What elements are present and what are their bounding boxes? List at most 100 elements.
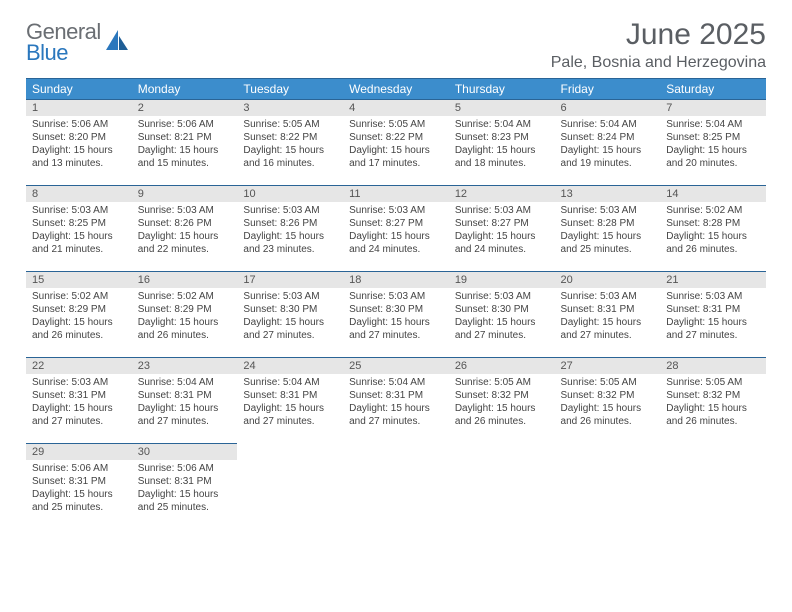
day-number: 22 <box>26 358 132 374</box>
day-cell <box>343 444 449 530</box>
day-number: 29 <box>26 444 132 460</box>
daylight-line: Daylight: 15 hours and 23 minutes. <box>243 230 337 256</box>
daylight-line: Daylight: 15 hours and 27 minutes. <box>666 316 760 342</box>
sunset-line: Sunset: 8:30 PM <box>455 303 549 316</box>
day-cell <box>449 444 555 530</box>
day-number: 21 <box>660 272 766 288</box>
daylight-line: Daylight: 15 hours and 27 minutes. <box>138 402 232 428</box>
day-cell: 14Sunrise: 5:02 AMSunset: 8:28 PMDayligh… <box>660 186 766 272</box>
day-cell: 5Sunrise: 5:04 AMSunset: 8:23 PMDaylight… <box>449 100 555 186</box>
calendar-table: SundayMondayTuesdayWednesdayThursdayFrid… <box>26 78 766 530</box>
sunrise-line: Sunrise: 5:03 AM <box>243 290 337 303</box>
daylight-line: Daylight: 15 hours and 25 minutes. <box>32 488 126 514</box>
sunset-line: Sunset: 8:26 PM <box>138 217 232 230</box>
daylight-line: Daylight: 15 hours and 18 minutes. <box>455 144 549 170</box>
daylight-line: Daylight: 15 hours and 26 minutes. <box>455 402 549 428</box>
brand-part2: Blue <box>26 40 68 65</box>
sunset-line: Sunset: 8:21 PM <box>138 131 232 144</box>
day-details: Sunrise: 5:04 AMSunset: 8:31 PMDaylight:… <box>343 374 449 432</box>
day-cell: 11Sunrise: 5:03 AMSunset: 8:27 PMDayligh… <box>343 186 449 272</box>
daylight-line: Daylight: 15 hours and 27 minutes. <box>561 316 655 342</box>
sunrise-line: Sunrise: 5:03 AM <box>349 290 443 303</box>
sunset-line: Sunset: 8:31 PM <box>561 303 655 316</box>
day-details: Sunrise: 5:02 AMSunset: 8:28 PMDaylight:… <box>660 202 766 260</box>
sunset-line: Sunset: 8:28 PM <box>666 217 760 230</box>
day-header: Sunday <box>26 79 132 100</box>
day-number: 14 <box>660 186 766 202</box>
sunset-line: Sunset: 8:32 PM <box>561 389 655 402</box>
sunrise-line: Sunrise: 5:06 AM <box>138 118 232 131</box>
daylight-line: Daylight: 15 hours and 27 minutes. <box>349 316 443 342</box>
day-number: 1 <box>26 100 132 116</box>
sunset-line: Sunset: 8:32 PM <box>666 389 760 402</box>
daylight-line: Daylight: 15 hours and 26 minutes. <box>666 230 760 256</box>
sunset-line: Sunset: 8:30 PM <box>243 303 337 316</box>
sunset-line: Sunset: 8:31 PM <box>243 389 337 402</box>
sunrise-line: Sunrise: 5:06 AM <box>32 118 126 131</box>
day-header: Saturday <box>660 79 766 100</box>
daylight-line: Daylight: 15 hours and 21 minutes. <box>32 230 126 256</box>
sunset-line: Sunset: 8:31 PM <box>32 389 126 402</box>
day-number: 5 <box>449 100 555 116</box>
sunrise-line: Sunrise: 5:05 AM <box>243 118 337 131</box>
page-container: General Blue June 2025 Pale, Bosnia and … <box>0 0 792 530</box>
day-details: Sunrise: 5:02 AMSunset: 8:29 PMDaylight:… <box>132 288 238 346</box>
daylight-line: Daylight: 15 hours and 22 minutes. <box>138 230 232 256</box>
day-cell: 13Sunrise: 5:03 AMSunset: 8:28 PMDayligh… <box>555 186 661 272</box>
daylight-line: Daylight: 15 hours and 17 minutes. <box>349 144 443 170</box>
day-number: 17 <box>237 272 343 288</box>
sunrise-line: Sunrise: 5:02 AM <box>666 204 760 217</box>
daylight-line: Daylight: 15 hours and 13 minutes. <box>32 144 126 170</box>
header: General Blue June 2025 Pale, Bosnia and … <box>26 18 766 72</box>
day-number: 8 <box>26 186 132 202</box>
day-details: Sunrise: 5:03 AMSunset: 8:28 PMDaylight:… <box>555 202 661 260</box>
sunrise-line: Sunrise: 5:03 AM <box>138 204 232 217</box>
sunset-line: Sunset: 8:27 PM <box>349 217 443 230</box>
sunset-line: Sunset: 8:30 PM <box>349 303 443 316</box>
daylight-line: Daylight: 15 hours and 24 minutes. <box>349 230 443 256</box>
brand-sail-icon <box>104 28 130 57</box>
sunset-line: Sunset: 8:25 PM <box>32 217 126 230</box>
day-number: 18 <box>343 272 449 288</box>
sunrise-line: Sunrise: 5:04 AM <box>666 118 760 131</box>
sunrise-line: Sunrise: 5:03 AM <box>349 204 443 217</box>
day-number: 2 <box>132 100 238 116</box>
sunrise-line: Sunrise: 5:03 AM <box>561 204 655 217</box>
sunset-line: Sunset: 8:24 PM <box>561 131 655 144</box>
location-label: Pale, Bosnia and Herzegovina <box>551 54 766 72</box>
day-cell: 29Sunrise: 5:06 AMSunset: 8:31 PMDayligh… <box>26 444 132 530</box>
day-number: 30 <box>132 444 238 460</box>
day-details: Sunrise: 5:04 AMSunset: 8:31 PMDaylight:… <box>132 374 238 432</box>
day-number: 6 <box>555 100 661 116</box>
day-header: Tuesday <box>237 79 343 100</box>
day-details: Sunrise: 5:03 AMSunset: 8:31 PMDaylight:… <box>26 374 132 432</box>
daylight-line: Daylight: 15 hours and 27 minutes. <box>243 402 337 428</box>
day-details: Sunrise: 5:03 AMSunset: 8:30 PMDaylight:… <box>343 288 449 346</box>
day-cell: 12Sunrise: 5:03 AMSunset: 8:27 PMDayligh… <box>449 186 555 272</box>
week-row: 15Sunrise: 5:02 AMSunset: 8:29 PMDayligh… <box>26 272 766 358</box>
daylight-line: Daylight: 15 hours and 27 minutes. <box>349 402 443 428</box>
sunrise-line: Sunrise: 5:02 AM <box>32 290 126 303</box>
week-row: 29Sunrise: 5:06 AMSunset: 8:31 PMDayligh… <box>26 444 766 530</box>
sunrise-line: Sunrise: 5:05 AM <box>666 376 760 389</box>
day-details: Sunrise: 5:06 AMSunset: 8:31 PMDaylight:… <box>132 460 238 518</box>
day-details: Sunrise: 5:03 AMSunset: 8:30 PMDaylight:… <box>237 288 343 346</box>
day-cell: 17Sunrise: 5:03 AMSunset: 8:30 PMDayligh… <box>237 272 343 358</box>
sunrise-line: Sunrise: 5:06 AM <box>138 462 232 475</box>
day-details: Sunrise: 5:04 AMSunset: 8:25 PMDaylight:… <box>660 116 766 174</box>
day-number: 28 <box>660 358 766 374</box>
day-number: 7 <box>660 100 766 116</box>
sunrise-line: Sunrise: 5:04 AM <box>561 118 655 131</box>
day-details: Sunrise: 5:04 AMSunset: 8:23 PMDaylight:… <box>449 116 555 174</box>
day-details: Sunrise: 5:02 AMSunset: 8:29 PMDaylight:… <box>26 288 132 346</box>
sunset-line: Sunset: 8:31 PM <box>32 475 126 488</box>
day-number: 19 <box>449 272 555 288</box>
daylight-line: Daylight: 15 hours and 27 minutes. <box>32 402 126 428</box>
day-cell: 6Sunrise: 5:04 AMSunset: 8:24 PMDaylight… <box>555 100 661 186</box>
day-cell: 8Sunrise: 5:03 AMSunset: 8:25 PMDaylight… <box>26 186 132 272</box>
day-details: Sunrise: 5:03 AMSunset: 8:26 PMDaylight:… <box>237 202 343 260</box>
day-cell: 2Sunrise: 5:06 AMSunset: 8:21 PMDaylight… <box>132 100 238 186</box>
daylight-line: Daylight: 15 hours and 27 minutes. <box>243 316 337 342</box>
month-title: June 2025 <box>551 18 766 52</box>
sunset-line: Sunset: 8:25 PM <box>666 131 760 144</box>
